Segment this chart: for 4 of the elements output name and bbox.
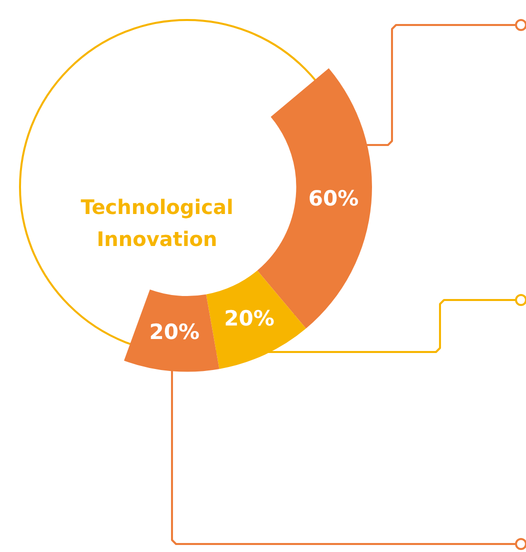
data-label: 20% xyxy=(224,306,274,331)
text: Technological Innovation xyxy=(80,195,234,252)
data-label: 60% xyxy=(308,186,359,210)
data-label: 20% xyxy=(149,320,200,344)
